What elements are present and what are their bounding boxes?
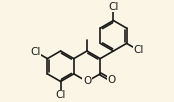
Text: Cl: Cl bbox=[133, 45, 144, 55]
Text: O: O bbox=[107, 75, 116, 85]
Text: Cl: Cl bbox=[55, 90, 66, 100]
Text: O: O bbox=[83, 76, 91, 86]
Text: Cl: Cl bbox=[108, 2, 119, 12]
Text: Cl: Cl bbox=[30, 47, 41, 57]
